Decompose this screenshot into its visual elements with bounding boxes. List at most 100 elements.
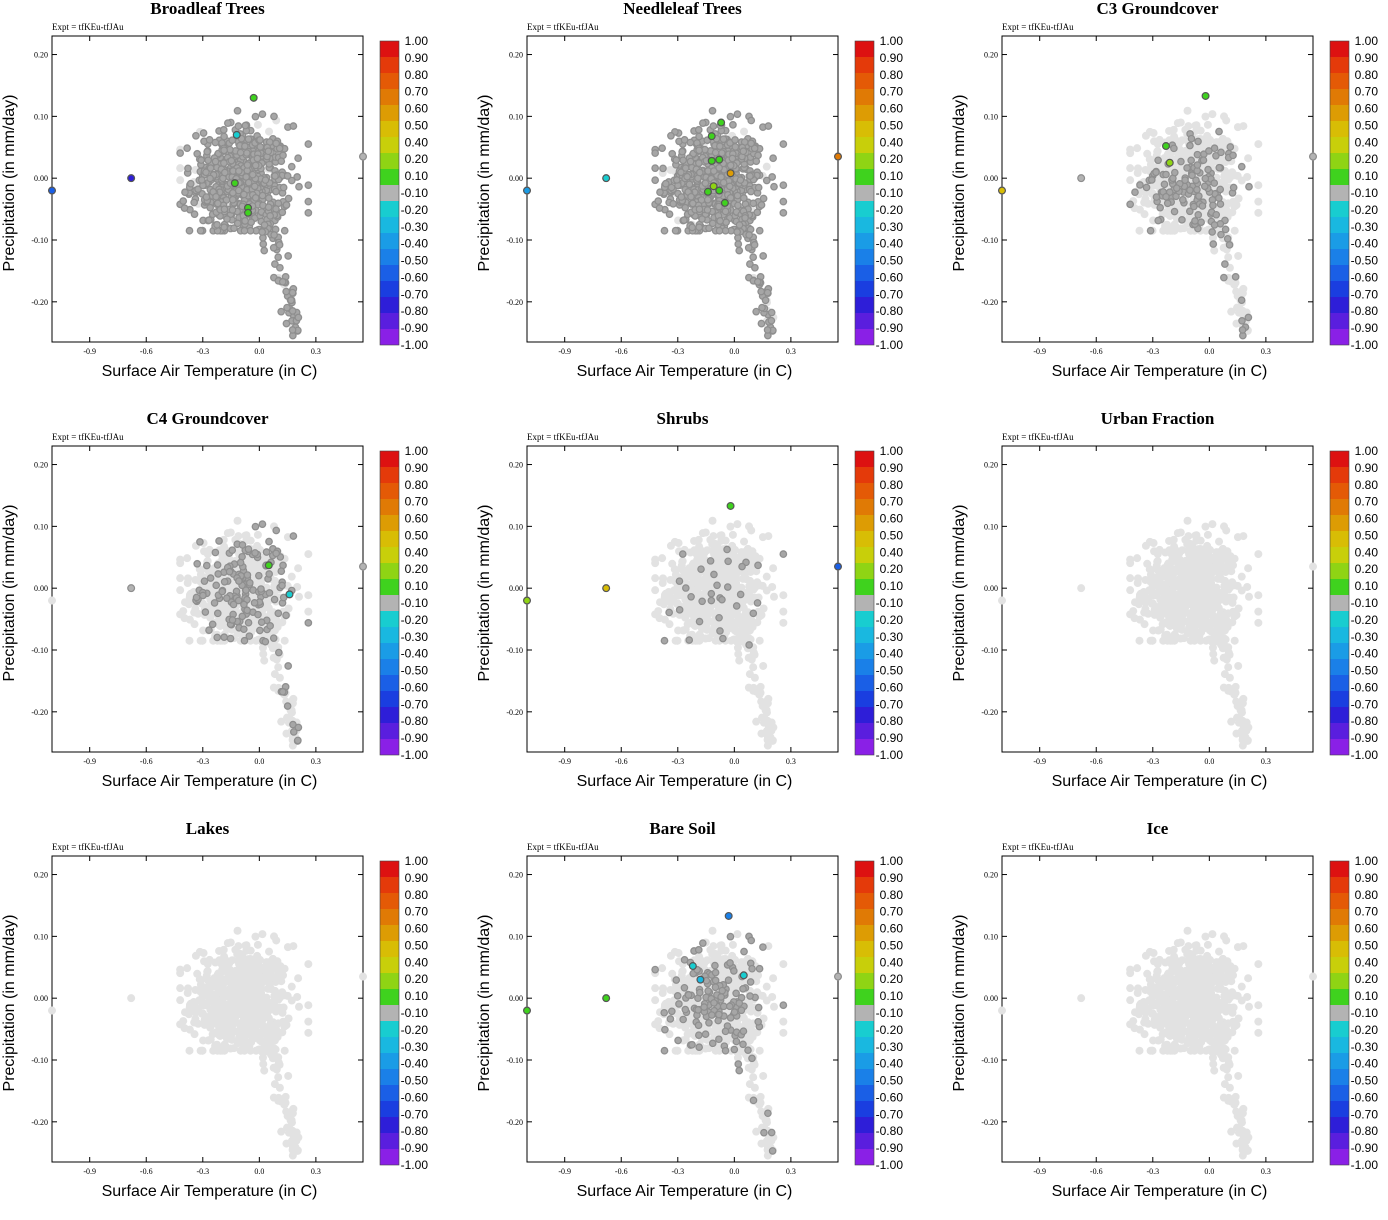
- data-point-flagged: [1226, 242, 1232, 248]
- data-point: [234, 517, 242, 525]
- data-point-flagged: [716, 203, 722, 209]
- data-point-flagged: [1132, 189, 1138, 195]
- data-point-flagged: [236, 168, 242, 174]
- data-point-flagged: [245, 546, 251, 552]
- data-point-flagged: [741, 195, 747, 201]
- data-point-flagged: [1232, 274, 1238, 280]
- data-point-flagged: [1178, 158, 1184, 164]
- data-point-flagged: [704, 207, 710, 213]
- colorbar-cell: [380, 265, 399, 281]
- data-point-flagged: [758, 320, 764, 326]
- colorbar-cell: [855, 265, 874, 281]
- data-point-flagged: [278, 568, 284, 574]
- data-point-highlight: [1310, 153, 1317, 160]
- data-point-flagged: [1171, 145, 1177, 151]
- data-point-flagged: [1194, 162, 1200, 168]
- data-point-flagged: [256, 572, 262, 578]
- colorbar-label: 0.80: [405, 68, 429, 82]
- data-point-flagged: [221, 634, 227, 640]
- data-point-highlight: [1163, 143, 1170, 150]
- data-point: [241, 532, 249, 540]
- x-tick-label: -0.6: [140, 757, 153, 766]
- data-point-flagged: [780, 198, 786, 204]
- data-point-flagged: [1188, 157, 1194, 163]
- data-point-highlight: [835, 153, 842, 160]
- colorbar-cell: [855, 89, 874, 105]
- data-point: [1170, 223, 1178, 231]
- x-tick-label: 0.0: [1204, 347, 1214, 356]
- data-point-flagged: [752, 265, 758, 271]
- data-point-flagged: [305, 141, 311, 147]
- data-point-flagged: [762, 297, 768, 303]
- data-point-flagged: [229, 547, 235, 553]
- colorbar-label: -0.60: [401, 680, 429, 694]
- colorbar-cell: [1330, 329, 1349, 345]
- data-point-flagged: [239, 542, 245, 548]
- colorbar-label: 1.00: [405, 444, 429, 458]
- data-point-flagged: [209, 621, 215, 627]
- colorbar-cell: [1330, 313, 1349, 329]
- data-point-flagged: [263, 549, 269, 555]
- data-point-flagged: [271, 635, 277, 641]
- data-point-flagged: [716, 228, 722, 234]
- x-tick-label: -0.9: [83, 347, 96, 356]
- data-point-flagged: [1221, 274, 1227, 280]
- data-point: [1233, 304, 1241, 312]
- data-point: [176, 586, 184, 594]
- colorbar-cell: [380, 313, 399, 329]
- data-point-flagged: [735, 202, 741, 208]
- data-point-flagged: [241, 228, 247, 234]
- data-point-flagged: [262, 639, 268, 645]
- colorbar-cell: [380, 153, 399, 169]
- x-tick-label: -0.9: [83, 757, 96, 766]
- data-point-flagged: [1163, 194, 1169, 200]
- data-point-highlight: [360, 563, 367, 570]
- data-point-flagged: [659, 145, 665, 151]
- data-point-flagged: [215, 200, 221, 206]
- data-point-highlight: [716, 187, 723, 194]
- data-point-flagged: [221, 160, 227, 166]
- data-point: [1234, 172, 1242, 180]
- colorbar-label: -0.40: [1351, 237, 1379, 251]
- data-point-flagged: [201, 578, 207, 584]
- x-tick-label: 0.3: [786, 347, 796, 356]
- data-point: [1254, 181, 1262, 189]
- data-point-flagged: [279, 209, 285, 215]
- data-point-flagged: [710, 123, 716, 129]
- data-point-flagged: [289, 327, 295, 333]
- y-tick-label: 0.00: [34, 174, 48, 183]
- data-point-flagged: [283, 320, 289, 326]
- colorbar-cell: [855, 73, 874, 89]
- colorbar-label: 0.10: [405, 169, 429, 183]
- data-point-flagged: [1155, 217, 1161, 223]
- colorbar-label: -1.00: [1351, 338, 1379, 352]
- data-point-flagged: [1195, 212, 1201, 218]
- x-axis-label: Surface Air Temperature (in C): [1052, 363, 1268, 380]
- data-point-flagged: [746, 232, 752, 238]
- data-point-flagged: [213, 194, 219, 200]
- data-point-flagged: [732, 137, 738, 143]
- colorbar-label: -0.40: [401, 237, 429, 251]
- data-point-flagged: [245, 136, 251, 142]
- data-point-flagged: [1187, 142, 1193, 148]
- data-point-flagged: [1245, 314, 1251, 320]
- data-point-flagged: [280, 184, 286, 190]
- colorbar-cell: [380, 41, 399, 57]
- data-point-flagged: [727, 183, 733, 189]
- data-point: [1187, 149, 1195, 157]
- data-point-flagged: [742, 215, 748, 221]
- data-point: [176, 176, 184, 184]
- x-tick-label: -0.3: [671, 757, 684, 766]
- data-point-flagged: [237, 559, 243, 565]
- colorbar-label: 0.60: [405, 512, 429, 526]
- data-point-highlight: [718, 119, 725, 126]
- data-point-flagged: [755, 279, 761, 285]
- data-point-flagged: [198, 157, 204, 163]
- data-point-flagged: [252, 195, 258, 201]
- data-point: [1235, 195, 1243, 203]
- colorbar-label: -0.70: [401, 697, 429, 711]
- colorbar-cell: [1330, 73, 1349, 89]
- data-point-flagged: [289, 289, 295, 295]
